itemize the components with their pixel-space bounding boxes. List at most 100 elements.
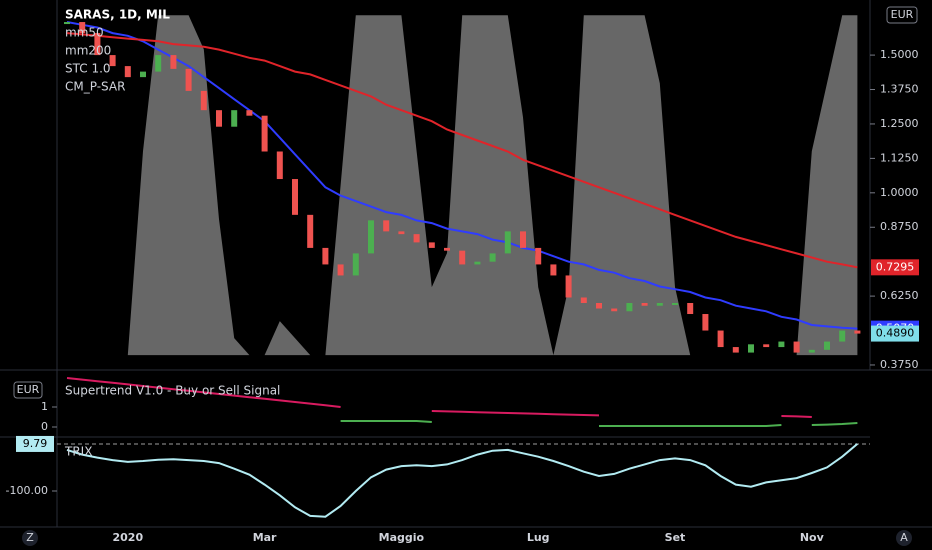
candle [535,247,542,265]
candle [611,308,618,312]
x-tick-label: Lug [527,531,550,544]
candle [824,341,830,350]
last-value-box [871,259,919,276]
currency-label: EUR [891,8,914,21]
y-tick-label: 0 [41,420,48,433]
candle [550,264,557,276]
candle [839,330,846,342]
y-tick-label: 0.8750 [880,220,919,233]
candle [352,253,359,276]
last-value-label: 0.4890 [876,327,915,340]
y-tick-label: 0.6250 [880,289,919,302]
candle [383,220,390,232]
candle [504,231,511,254]
last-value-box [16,435,54,452]
candle [200,90,207,111]
candle [368,220,374,254]
candle [246,110,253,116]
moving-average-line [66,32,858,269]
candle [94,33,101,56]
candle [398,231,405,235]
pane-title: Supertrend V1.0 - Buy or Sell Signal [65,384,280,398]
candle [413,234,420,243]
toolbar-button-label[interactable]: Z [26,531,34,544]
candle [687,302,694,315]
candle [216,110,222,127]
candle [79,22,86,34]
candle [748,344,754,353]
x-tick-label: Set [665,531,686,544]
candle [155,55,162,72]
x-tick-label: Maggio [379,531,425,544]
last-value-box [871,325,919,342]
x-tick-label: Nov [800,531,825,544]
candle [140,71,146,78]
candle [580,297,587,303]
indicator-line [66,377,812,418]
candle [763,344,770,348]
x-tick-label: 2020 [112,531,143,544]
candle [292,179,298,215]
candle [337,264,344,276]
y-tick-label: 1.3750 [880,83,919,96]
candle [276,151,283,180]
candle [322,247,329,265]
toolbar-button[interactable] [896,530,912,546]
moving-average-line [66,21,858,330]
pane-title: TRIX [64,445,92,459]
candle [170,55,177,69]
candle [732,347,739,353]
candle [672,302,678,305]
candle [808,349,815,353]
candle [474,261,481,265]
candle [444,247,450,251]
currency-label: EUR [17,383,40,396]
candle [793,341,800,353]
y-tick-label: 1.2500 [880,117,919,130]
text-layer: SARAS, 1D, MIL EUR 1.5000 1.3750 1.2500 1.125… [6,6,919,544]
currency-badge [13,381,43,399]
legend-label: mm200 [65,44,111,58]
legend-label: CM_P-SAR [65,80,125,94]
last-value-label: 0.7295 [876,260,915,273]
mark-layer [64,21,861,518]
candle [656,302,663,306]
x-tick-label: Mar [253,531,277,544]
stc-area [67,15,858,356]
y-tick-label: 1.1250 [880,151,919,164]
candle [641,302,648,306]
candle [185,68,192,91]
indicator-line [340,420,858,427]
candle [717,330,724,348]
y-tick-label: 1.5000 [880,48,919,61]
toolbar-button[interactable] [22,530,38,546]
candle [702,314,709,331]
legend-label: mm50 [65,26,104,40]
toolbar-button-label[interactable]: A [900,531,908,544]
candle [489,253,496,262]
y-tick-label: -100.00 [6,484,48,497]
y-tick-label: 0.3750 [880,358,919,371]
candle [778,341,785,348]
candle [626,302,633,312]
candle [231,110,238,127]
y-tick-label: 1 [41,400,48,413]
legend-label: STC 1.0 [65,62,111,76]
candle [459,250,466,265]
chart-title: SARAS, 1D, MIL [65,8,170,22]
candle [854,330,861,334]
y-tick-label: 1.0000 [880,186,919,199]
candle [109,55,116,67]
candle [124,66,131,78]
candle [307,214,314,248]
area-layer [57,15,870,445]
candle [596,302,602,309]
candle [520,231,526,248]
candle [261,115,268,152]
indicator-line [66,443,859,518]
last-value-label: 9.79 [23,437,48,450]
candle [64,22,70,25]
currency-badge [886,6,918,24]
candle [565,275,572,298]
